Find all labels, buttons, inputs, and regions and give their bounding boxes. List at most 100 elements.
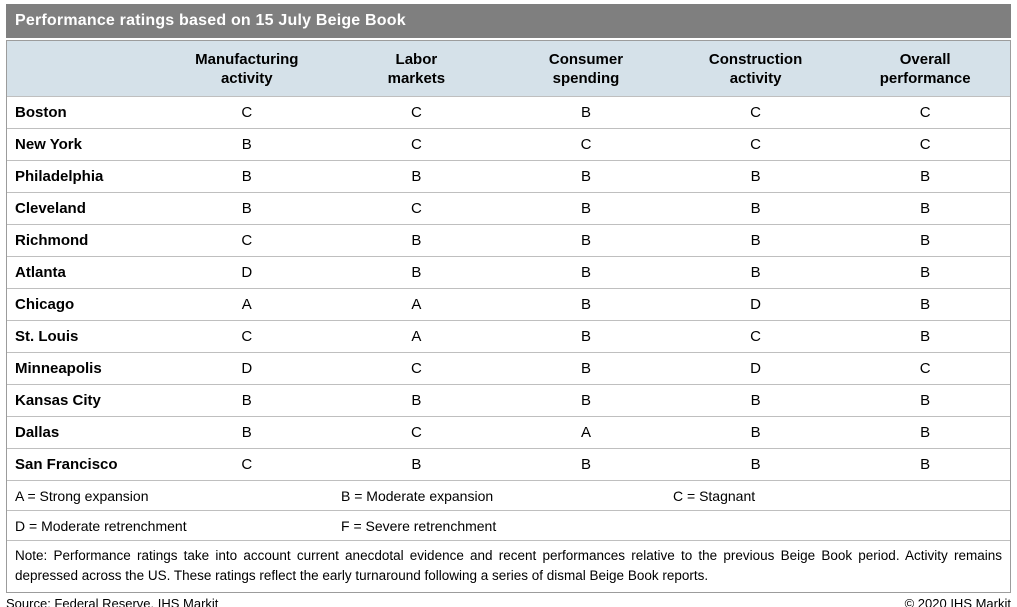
- rating-cell: B: [920, 392, 931, 409]
- rating-cell: D: [750, 296, 761, 313]
- rating-cell: B: [750, 264, 761, 281]
- rating-cell: C: [410, 424, 422, 441]
- rating-cell: B: [411, 232, 422, 249]
- rating-cell: B: [241, 424, 252, 441]
- district-name: Kansas City: [15, 392, 101, 409]
- district-name: Chicago: [15, 296, 75, 313]
- legend-item: F = Severe retrenchment: [341, 517, 497, 534]
- district-name: Dallas: [15, 424, 60, 441]
- rating-cell: B: [920, 168, 931, 185]
- table-row: Cleveland B C B B B: [7, 192, 1010, 224]
- rating-cell: C: [750, 104, 761, 121]
- rating-cell: B: [580, 232, 591, 249]
- rating-cell: B: [580, 456, 591, 473]
- rating-cell: C: [750, 328, 761, 345]
- rating-cell: C: [241, 328, 253, 345]
- table-title: Performance ratings based on 15 July Bei…: [15, 12, 406, 29]
- column-header: Labor markets: [387, 50, 446, 87]
- rating-cell: B: [411, 392, 422, 409]
- table-row: San Francisco C B B B B: [7, 448, 1010, 480]
- legend-row: A = Strong expansion B = Moderate expansi…: [7, 480, 1010, 510]
- rating-cell: C: [241, 232, 253, 249]
- rating-cell: B: [241, 168, 252, 185]
- table-row: Richmond C B B B B: [7, 224, 1010, 256]
- rating-cell: B: [920, 456, 931, 473]
- rating-cell: B: [580, 392, 591, 409]
- rating-cell: B: [750, 232, 761, 249]
- district-name: Atlanta: [15, 264, 66, 281]
- rating-cell: B: [411, 456, 422, 473]
- footer: Source: Federal Reserve, IHS Markit © 20…: [6, 596, 1011, 607]
- rating-cell: A: [580, 424, 591, 441]
- rating-cell: B: [241, 200, 252, 217]
- rating-cell: B: [750, 424, 761, 441]
- rating-cell: B: [920, 264, 931, 281]
- rating-cell: B: [750, 168, 761, 185]
- rating-cell: D: [241, 264, 253, 281]
- rating-cell: B: [580, 296, 591, 313]
- table-row: Philadelphia B B B B B: [7, 160, 1010, 192]
- rating-cell: C: [750, 136, 761, 153]
- rating-cell: B: [580, 360, 591, 377]
- rating-cell: B: [750, 392, 761, 409]
- rating-cell: B: [920, 296, 931, 313]
- legend-item: B = Moderate expansion: [341, 487, 494, 504]
- legend: A = Strong expansion B = Moderate expansi…: [7, 480, 1010, 540]
- rating-cell: C: [241, 104, 253, 121]
- district-name: San Francisco: [15, 456, 118, 473]
- rating-cell: C: [241, 456, 253, 473]
- rating-cell: B: [580, 328, 591, 345]
- table-row: Chicago A A B D B: [7, 288, 1010, 320]
- district-name: Cleveland: [15, 200, 86, 217]
- rating-cell: B: [920, 328, 931, 345]
- rating-cell: B: [920, 424, 931, 441]
- table-row: Atlanta D B B B B: [7, 256, 1010, 288]
- rating-cell: B: [580, 200, 591, 217]
- column-header: Construction activity: [708, 50, 803, 87]
- note-text: Note: Performance ratings take into acco…: [7, 540, 1010, 592]
- table-row: New York B C C C C: [7, 128, 1010, 160]
- table-row: Minneapolis D C B D C: [7, 352, 1010, 384]
- district-name: New York: [15, 136, 82, 153]
- rating-cell: C: [919, 136, 931, 153]
- legend-item: A = Strong expansion: [15, 487, 149, 504]
- rating-cell: B: [411, 168, 422, 185]
- rating-cell: C: [919, 104, 931, 121]
- district-name: Boston: [15, 104, 67, 121]
- rating-cell: B: [750, 200, 761, 217]
- source-text: Source: Federal Reserve, IHS Markit: [6, 596, 219, 607]
- rating-cell: B: [920, 200, 931, 217]
- district-name: Richmond: [15, 232, 89, 249]
- district-name: St. Louis: [15, 328, 79, 345]
- column-header: Consumer spending: [548, 50, 624, 87]
- rating-cell: C: [410, 360, 422, 377]
- table-row: Boston C C B C C: [7, 96, 1010, 128]
- rating-cell: C: [919, 360, 931, 377]
- rating-cell: B: [580, 104, 591, 121]
- rating-cell: B: [580, 168, 591, 185]
- rating-cell: B: [920, 232, 931, 249]
- rating-cell: A: [411, 296, 422, 313]
- rating-cell: B: [411, 264, 422, 281]
- rating-cell: C: [410, 104, 422, 121]
- column-header: Manufacturing activity: [195, 50, 299, 87]
- rating-cell: B: [241, 392, 252, 409]
- rating-cell: A: [241, 296, 252, 313]
- rating-cell: C: [410, 200, 422, 217]
- table-row: Dallas B C A B B: [7, 416, 1010, 448]
- district-name: Minneapolis: [15, 360, 102, 377]
- ratings-table: Manufacturing activity Labor markets Consu…: [6, 40, 1011, 593]
- rating-cell: B: [580, 264, 591, 281]
- table-header-row: Manufacturing activity Labor markets Consu…: [7, 41, 1010, 96]
- column-header: Overall performance: [879, 50, 971, 87]
- table-row: St. Louis C A B C B: [7, 320, 1010, 352]
- rating-cell: C: [580, 136, 592, 153]
- copyright-text: © 2020 IHS Markit: [904, 596, 1011, 607]
- beige-book-ratings-figure: Performance ratings based on 15 July Bei…: [6, 4, 1011, 593]
- table-row: Kansas City B B B B B: [7, 384, 1010, 416]
- legend-item: C = Stagnant: [673, 487, 756, 504]
- district-name: Philadelphia: [15, 168, 104, 185]
- rating-cell: A: [411, 328, 422, 345]
- rating-cell: B: [750, 456, 761, 473]
- rating-cell: B: [241, 136, 252, 153]
